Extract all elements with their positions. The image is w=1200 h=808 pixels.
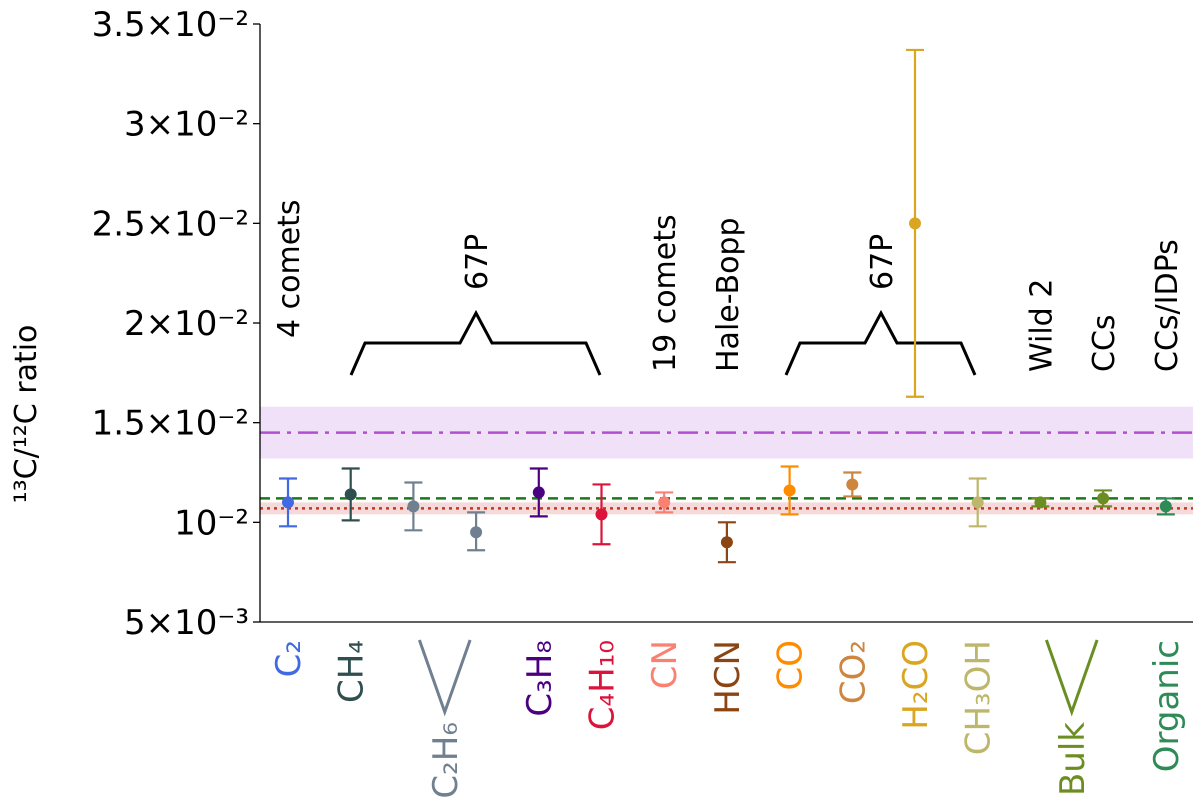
marker-12 [1034,496,1047,509]
x-tick-label-1: CH₄ [332,640,372,703]
data-point-4 [529,467,548,518]
annotation-0: 4 comets [272,199,307,338]
data-point-6 [655,491,674,514]
data-point-7 [717,521,736,564]
marker-5 [595,508,608,521]
data-point-5 [592,483,611,546]
reference-band-2 [260,502,1193,515]
data-point-9 [843,471,862,498]
x-tick-label-8: CO₂ [833,640,873,704]
marker-1 [344,488,357,501]
x-tick-label-6: HCN [708,640,748,715]
x-tick-label-12: Organic [1147,640,1187,772]
annotation-5: Wild 2 [1024,279,1059,372]
annotation-4: 67P [865,234,900,290]
data-points [279,48,1175,564]
marker-13 [1097,492,1110,505]
annotation-7: CCs/IDPs [1150,239,1185,372]
x-tick-label-5: CN [645,640,685,689]
x-tick-label-0: C₂ [269,640,309,677]
x-tick-label-11: Bulk [1053,722,1093,796]
x-tick-labels: C₂ CH₄ C₂H₆ C₃H₈ C₄H₁₀ CN HCN CO CO₂ H₂CO CH₃OH Bul… [269,639,1187,799]
marker-8 [783,484,796,497]
marker-6 [658,496,671,509]
group-braces [349,309,977,376]
y-tick-label-6: 3.5×10⁻² [92,5,249,45]
marker-9 [846,478,859,491]
x-tick-label-9: H₂CO [896,640,936,730]
data-point-0 [279,477,297,528]
x-tick-label-4: C₄H₁₀ [583,640,623,730]
annotation-6: CCs [1087,314,1122,372]
x-tick-label-10: CH₃OH [959,640,999,755]
x-tick-label-3: C₃H₈ [520,640,560,717]
marker-11 [971,496,984,509]
annotation-2: 19 comets [648,214,683,372]
data-point-13 [1094,489,1113,508]
y-tick-label-2: 1.5×10⁻² [92,404,249,444]
data-point-14 [1156,497,1175,516]
annotation-1: 67P [460,234,495,290]
marker-7 [720,536,733,549]
x-tick-label-2: C₂H₆ [426,722,466,799]
data-point-10 [906,48,924,398]
data-point-1 [341,467,360,522]
y-tick-label-4: 2.5×10⁻² [92,204,249,244]
y-tick-label-3: 2×10⁻² [124,304,249,344]
data-point-11 [968,477,987,528]
y-tick-label-1: 10⁻² [174,503,249,543]
brace-67p-volatiles [784,309,977,376]
marker-2 [407,500,420,513]
data-point-3 [467,511,486,552]
annotations: 4 comets 67P 19 comets Hale-Bopp 67P Wild 2 CC… [272,199,1185,372]
marker-4 [532,486,545,499]
data-point-2 [404,481,423,532]
brace-67p-alkanes [349,309,602,376]
x-fork-2 [417,639,472,717]
y-ticks: 5×10⁻³ 10⁻² 1.5×10⁻² 2×10⁻² 2.5×10⁻² 3×10⁻² 3.… [92,5,260,643]
y-tick-label-0: 5×10⁻³ [124,603,249,643]
marker-3 [470,526,483,539]
marker-0 [282,496,294,509]
data-point-12 [1031,496,1050,509]
x-tick-label-7: CO [771,640,811,691]
y-axis-label: ¹³C/¹²C ratio [9,325,44,504]
data-point-8 [780,465,799,516]
annotation-3: Hale-Bopp [711,217,746,372]
x-fork-11 [1044,639,1099,717]
y-tick-label-5: 3×10⁻² [124,105,249,145]
marker-10 [909,217,921,230]
marker-14 [1159,500,1172,513]
